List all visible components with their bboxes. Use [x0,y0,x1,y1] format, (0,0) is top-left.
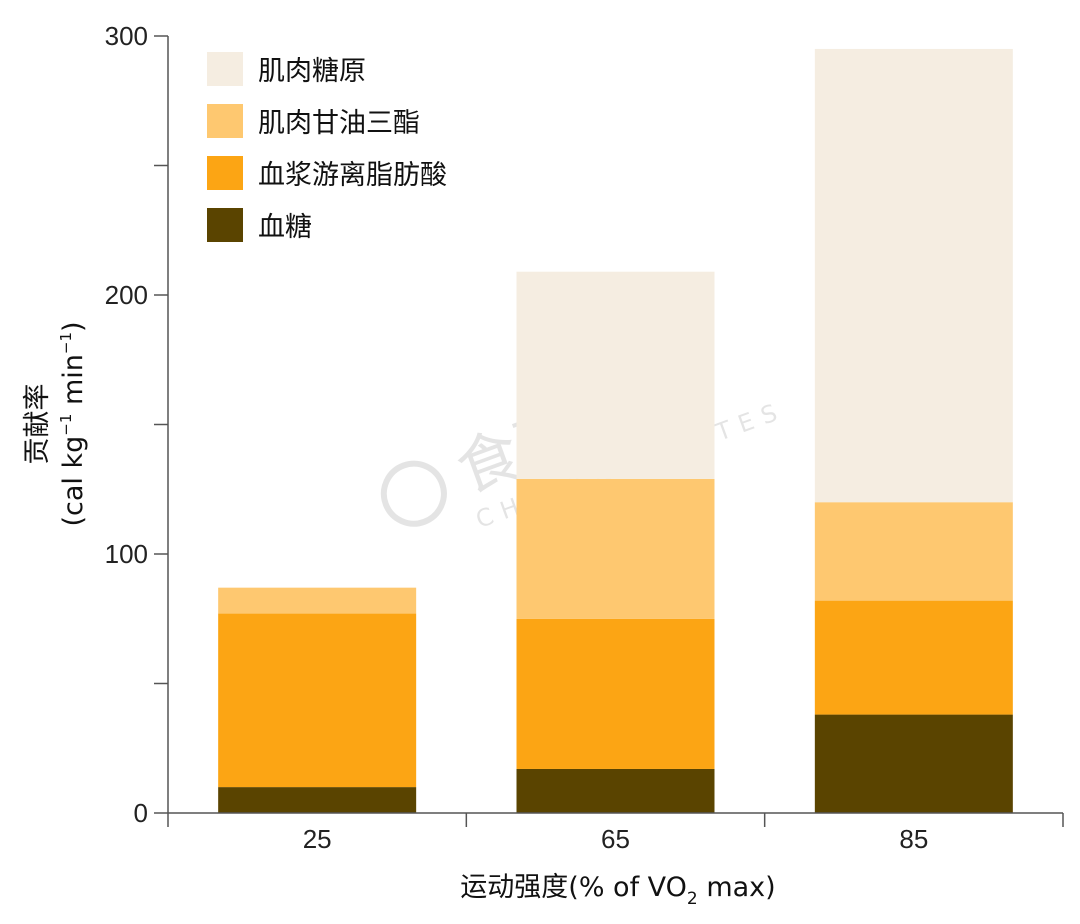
bar-85-series-2 [814,502,1013,601]
x-title-base: 运动强度(% of VO [460,872,687,903]
bar-25-series-1 [218,613,417,788]
bar-65-series-0 [516,768,715,813]
y-unit-sup2: −1 [57,332,75,354]
legend-swatch [207,52,243,86]
legend-swatch [207,104,243,138]
y-axis-title: 贡献率 (cal kg−1 min−1) [22,321,89,526]
y-tick-label: 200 [105,280,148,310]
x-axis-ticks: 25 65 85 [167,813,1064,854]
bar-25-series-0 [218,787,417,813]
y-unit-end: ) [58,321,89,332]
bar-65-series-2 [516,478,715,619]
y-unit-mid: min [58,354,89,414]
legend-label: 血糖 [258,212,312,243]
x-title-end: max) [698,872,776,903]
legend-swatch [207,208,243,242]
bar-65-series-1 [516,618,715,769]
y-unit-sup1: −1 [57,414,75,436]
bar-85-series-1 [814,600,1013,715]
y-unit-base: (cal kg [58,436,89,527]
y-axis-title-line1: 贡献率 [22,384,53,465]
x-tick-label: 85 [899,824,928,854]
bar-65-series-3 [516,271,715,479]
y-axis-ticks: 0 100 200 300 [105,21,168,828]
bar-25-series-2 [218,587,417,614]
legend-label: 血浆游离脂肪酸 [258,160,447,191]
legend-swatch [207,156,243,190]
x-tick-label: 25 [303,824,332,854]
x-tick-label: 65 [601,824,630,854]
y-tick-label: 0 [134,798,148,828]
legend-label: 肌肉糖原 [258,56,366,87]
y-axis-title-line2: (cal kg−1 min−1) [57,321,89,526]
y-tick-label: 300 [105,21,148,51]
watermark-logo-icon [380,460,447,527]
bars-layer [218,48,1013,813]
bar-85-series-0 [814,714,1013,813]
legend-label: 肌肉甘油三酯 [258,108,420,139]
bar-85-series-3 [814,48,1013,503]
x-title-sub: 2 [687,889,698,909]
y-tick-label: 100 [105,539,148,569]
x-axis-title: 运动强度(% of VO2 max) [460,872,775,909]
